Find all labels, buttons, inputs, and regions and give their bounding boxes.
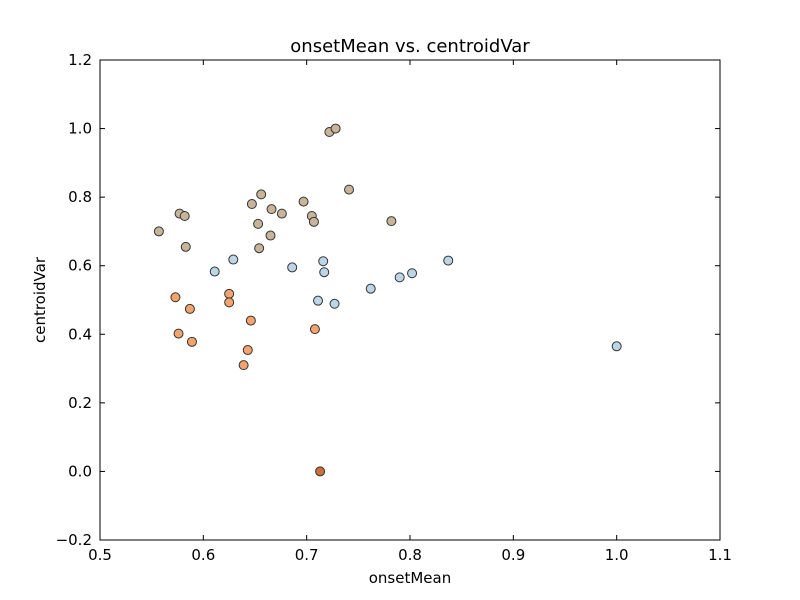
data-point — [153, 226, 164, 237]
data-point — [180, 241, 191, 252]
plot-frame — [99, 59, 721, 541]
data-point — [184, 303, 195, 314]
data-point — [224, 288, 235, 299]
data-point — [254, 243, 265, 254]
data-point — [228, 254, 239, 265]
data-point — [344, 184, 355, 195]
data-point — [287, 262, 298, 273]
data-point — [173, 328, 184, 339]
data-point — [308, 216, 319, 227]
data-point — [253, 218, 264, 229]
data-point — [315, 466, 326, 477]
data-point — [265, 230, 276, 241]
data-point — [246, 199, 257, 209]
data-point — [330, 123, 341, 134]
data-point — [329, 298, 340, 309]
y-tick-label: 0.8 — [68, 188, 92, 206]
x-tick-label: 0.7 — [295, 546, 319, 564]
plot-area — [100, 60, 720, 540]
y-tick-label: 0.6 — [68, 257, 92, 275]
y-tick-label: −0.2 — [56, 531, 92, 549]
x-tick-label: 0.5 — [88, 546, 112, 564]
y-tick-label: 1.2 — [68, 51, 92, 69]
data-point — [318, 256, 329, 267]
data-point — [309, 324, 320, 335]
data-point — [611, 341, 622, 352]
data-point — [224, 297, 235, 308]
data-point — [266, 204, 277, 215]
data-point — [365, 283, 376, 294]
y-tick-label: 1.0 — [68, 120, 92, 138]
data-point — [443, 255, 454, 266]
x-axis-label: onsetMean — [369, 569, 451, 587]
x-tick-label: 0.8 — [398, 546, 422, 564]
data-point — [179, 211, 190, 221]
data-point — [394, 272, 405, 283]
axis-ticks: 0.5 0.6 0.7 0.8 0.9 1.0 1.1 −0.2 0.0 0.2 0.4 0.6 0.8… — [56, 51, 732, 564]
data-point — [256, 189, 267, 200]
y-tick-label: 0.2 — [68, 394, 92, 412]
x-tick-label: 0.6 — [191, 546, 215, 564]
y-axis-label: centroidVar — [31, 256, 49, 343]
data-point — [209, 266, 220, 277]
data-point — [242, 345, 253, 356]
y-tick-label: 0.4 — [68, 325, 92, 343]
x-tick-label: 1.1 — [708, 546, 732, 564]
x-tick-label: 1.0 — [605, 546, 629, 564]
data-point — [319, 267, 330, 278]
data-point — [298, 196, 309, 207]
chart-title: onsetMean vs. centroidVar — [290, 36, 530, 57]
data-point — [386, 216, 397, 227]
data-point — [276, 208, 287, 219]
data-point — [313, 295, 324, 306]
data-point — [407, 268, 418, 279]
data-point — [238, 360, 249, 371]
data-point — [245, 315, 256, 326]
x-tick-label: 0.9 — [501, 546, 525, 564]
scatter-points — [153, 123, 622, 477]
data-point — [186, 336, 197, 347]
y-tick-label: 0.0 — [68, 462, 92, 480]
data-point — [170, 292, 181, 303]
